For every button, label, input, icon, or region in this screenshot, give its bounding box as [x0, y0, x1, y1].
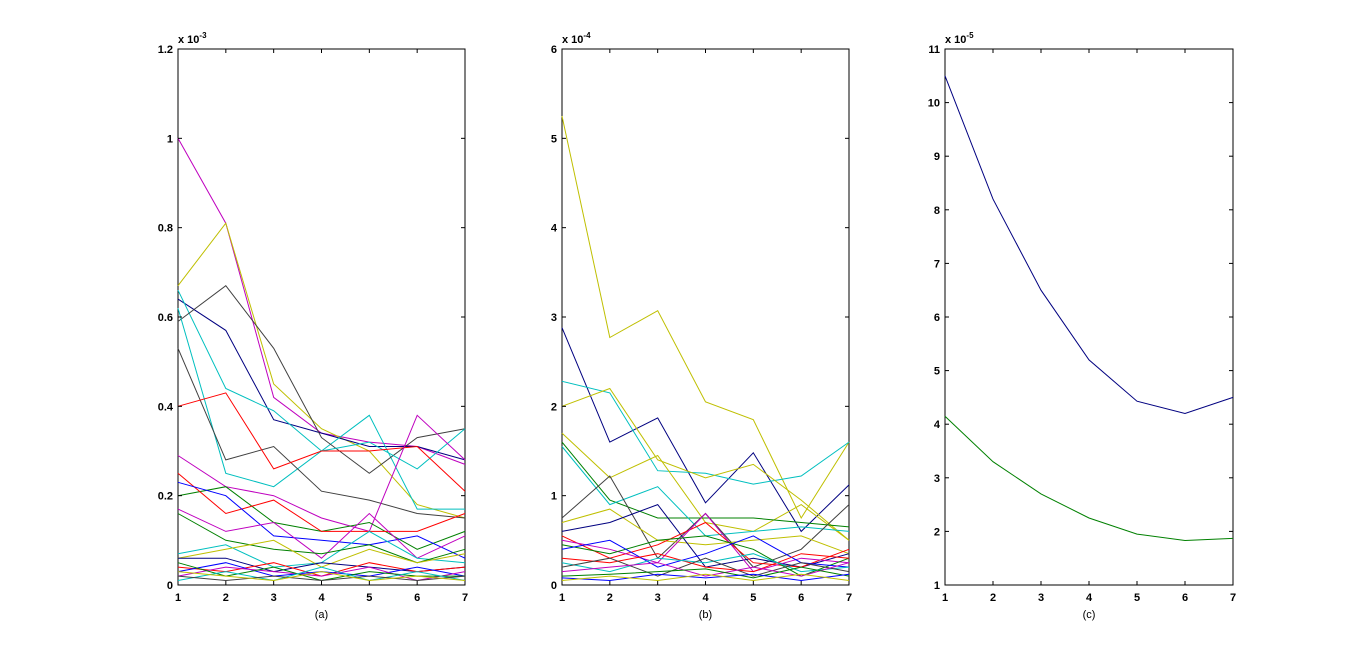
- x-tick-label-c-3: 3: [1038, 592, 1044, 604]
- y-tick-label-b-4: 3: [551, 312, 557, 324]
- y-tick-label-a-5: 0.8: [158, 223, 173, 235]
- exponent-label-a: x 10-3: [178, 31, 207, 46]
- x-tick-label-b-1: 1: [559, 592, 565, 604]
- y-tick-label-c-7: 7: [934, 258, 940, 270]
- series-line-b-9: [561, 508, 850, 555]
- y-tick-label-c-8: 8: [934, 205, 940, 217]
- y-tick-label-c-2: 2: [934, 526, 940, 538]
- series-line-a-23: [177, 575, 466, 582]
- y-tick-label-c-11: 11: [928, 44, 940, 56]
- series-line-a-22: [177, 566, 466, 582]
- x-tick-label-b-4: 4: [702, 592, 709, 604]
- series-line-a-11: [177, 472, 466, 532]
- x-tick-label-b-7: 7: [846, 592, 852, 604]
- x-tick-label-a-7: 7: [462, 592, 468, 604]
- x-tick-label-c-6: 6: [1182, 592, 1188, 604]
- series-line-b-21: [561, 573, 850, 582]
- series-line-b-4: [561, 387, 850, 541]
- series-line-b-1: [561, 115, 850, 520]
- x-tick-label-b-2: 2: [607, 592, 613, 604]
- y-tick-label-c-3: 3: [934, 473, 940, 485]
- exponent-power-c: -5: [966, 31, 974, 40]
- exponent-power-b: -4: [583, 31, 591, 40]
- series-line-a-2: [177, 222, 466, 519]
- caption-a: (a): [315, 609, 328, 621]
- x-tick-label-c-1: 1: [942, 592, 948, 604]
- series-line-b-19: [561, 566, 850, 579]
- x-tick-label-a-5: 5: [366, 592, 372, 604]
- series-line-c-1: [944, 75, 1234, 415]
- axes-box-c: [944, 48, 1234, 586]
- axes-box-a: [177, 48, 466, 586]
- series-line-a-5: [177, 285, 466, 474]
- x-tick-label-a-4: 4: [318, 592, 325, 604]
- y-tick-label-a-6: 1: [167, 133, 173, 145]
- y-tick-label-b-5: 4: [551, 223, 558, 235]
- series-line-a-24: [177, 571, 466, 582]
- y-tick-label-a-4: 0.6: [158, 312, 173, 324]
- y-tick-label-c-1: 1: [934, 580, 940, 592]
- x-tick-label-a-3: 3: [271, 592, 277, 604]
- y-tick-label-b-3: 2: [551, 401, 557, 413]
- subplot-c: 1 2 3 4 5 6 7 1 2 3 4 5 6 7 8 9 10 11 x 10-5 (c): [928, 31, 1236, 621]
- y-tick-label-c-10: 10: [928, 98, 940, 110]
- y-tick-label-a-2: 0.2: [158, 491, 173, 503]
- series-line-b-16: [561, 553, 850, 573]
- series-line-a-12: [177, 481, 466, 559]
- series-line-b-6: [561, 441, 850, 528]
- series-line-b-17: [561, 557, 850, 577]
- x-tick-label-b-6: 6: [798, 592, 804, 604]
- y-tick-label-b-2: 1: [551, 491, 557, 503]
- y-tick-label-a-7: 1.2: [158, 44, 173, 56]
- caption-b: (b): [699, 609, 712, 621]
- y-tick-label-b-1: 0: [551, 580, 557, 592]
- series-line-b-2: [561, 327, 850, 533]
- caption-c: (c): [1083, 609, 1096, 621]
- x-tick-label-b-5: 5: [750, 592, 756, 604]
- x-tick-label-a-1: 1: [175, 592, 181, 604]
- exponent-power-a: -3: [199, 31, 207, 40]
- series-line-a-7: [177, 348, 466, 519]
- series-line-b-15: [561, 553, 850, 573]
- series-line-a-8: [177, 392, 466, 492]
- series-line-b-3: [561, 380, 850, 485]
- x-tick-label-a-6: 6: [414, 592, 420, 604]
- x-tick-label-c-4: 4: [1086, 592, 1093, 604]
- series-line-b-20: [561, 573, 850, 582]
- y-tick-label-a-3: 0.4: [158, 401, 174, 413]
- y-tick-label-b-7: 6: [551, 44, 557, 56]
- x-tick-label-c-2: 2: [990, 592, 996, 604]
- series-line-b-18: [561, 562, 850, 577]
- exponent-label-c: x 10-5: [945, 31, 974, 46]
- y-tick-label-c-9: 9: [934, 151, 940, 163]
- x-tick-label-a-2: 2: [223, 592, 229, 604]
- x-tick-label-c-5: 5: [1134, 592, 1140, 604]
- series-line-b-12: [561, 512, 850, 573]
- x-tick-label-b-3: 3: [655, 592, 661, 604]
- exponent-base-a: x 10: [178, 34, 199, 46]
- x-tick-label-c-7: 7: [1230, 592, 1236, 604]
- y-tick-label-c-4: 4: [934, 419, 941, 431]
- series-line-c-2: [944, 415, 1234, 542]
- exponent-base-b: x 10: [562, 34, 583, 46]
- y-tick-label-c-6: 6: [934, 312, 940, 324]
- subplot-a: 1 2 3 4 5 6 7 0 0.2 0.4 0.6 0.8 1 1.2 x 10-3 (a): [158, 31, 468, 621]
- y-tick-label-b-6: 5: [551, 133, 557, 145]
- exponent-base-c: x 10: [945, 34, 966, 46]
- y-tick-label-c-5: 5: [934, 366, 940, 378]
- y-tick-label-a-1: 0: [167, 580, 173, 592]
- exponent-label-b: x 10-4: [562, 31, 591, 46]
